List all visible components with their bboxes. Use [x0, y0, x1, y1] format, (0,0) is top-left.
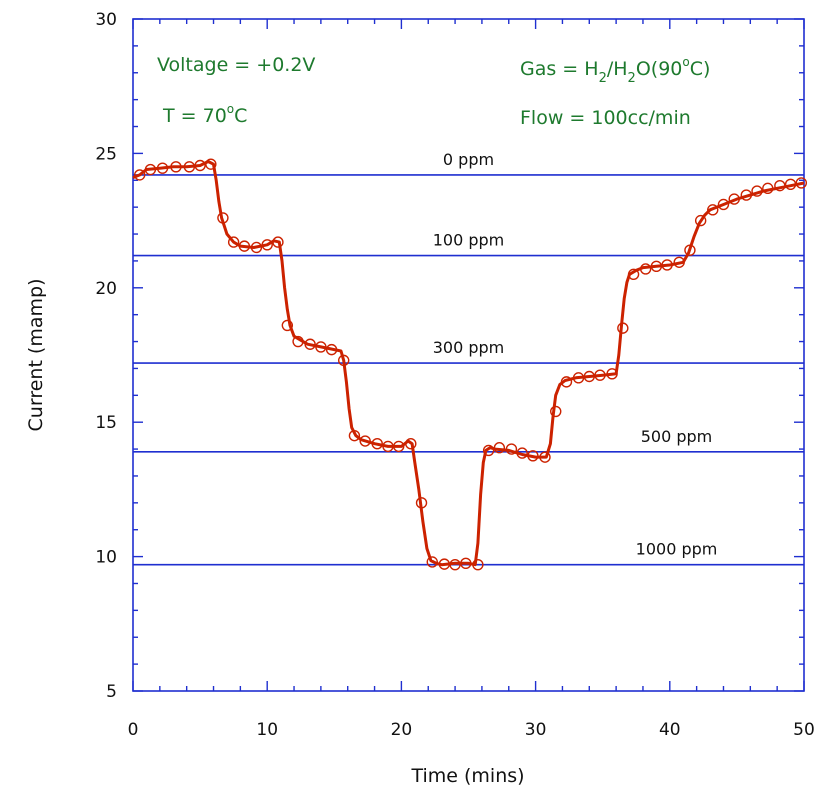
- x-tick-label: 10: [256, 720, 278, 740]
- data-point: [217, 212, 229, 224]
- data-point: [405, 438, 417, 450]
- data-point: [261, 239, 273, 251]
- data-point: [774, 179, 786, 192]
- y-tick-label: 5: [106, 682, 117, 702]
- data-point: [438, 558, 451, 570]
- series-line: [132, 160, 805, 567]
- data-point: [325, 343, 338, 356]
- data-point: [371, 438, 383, 450]
- data-point: [426, 556, 438, 568]
- gas-annotation: Gas = H2/H2O(90oC): [520, 55, 710, 86]
- data-point: [606, 368, 618, 380]
- reference-lines: [133, 174, 804, 566]
- data-point: [134, 169, 146, 181]
- data-point: [304, 338, 316, 350]
- flow-annotation: Flow = 100cc/min: [520, 107, 691, 129]
- x-tick-label: 40: [659, 720, 681, 740]
- axis-ticks: [132, 18, 805, 692]
- x-tick-label: 30: [525, 720, 547, 740]
- data-point: [751, 185, 763, 197]
- reference-line-label: 300 ppm: [433, 338, 505, 357]
- data-point: [382, 440, 394, 453]
- data-point: [238, 240, 251, 252]
- data-point: [728, 193, 740, 205]
- plot-frame: [132, 18, 805, 692]
- reference-line-label: 1000 ppm: [636, 540, 718, 559]
- temperature-annotation: T = 70oC: [162, 102, 247, 127]
- data-point: [516, 447, 528, 459]
- y-tick-label: 15: [95, 413, 117, 433]
- data-point: [205, 158, 217, 170]
- data-point: [795, 177, 808, 189]
- data-point: [594, 369, 606, 381]
- y-tick-label: 10: [95, 548, 117, 568]
- data-point: [460, 557, 472, 570]
- data-point: [717, 198, 730, 211]
- data-point: [673, 256, 685, 268]
- data-point: [784, 178, 797, 191]
- data-point: [281, 319, 294, 332]
- data-point: [617, 322, 629, 334]
- x-tick-label: 50: [793, 720, 815, 740]
- series-markers: [134, 158, 808, 571]
- data-point: [183, 161, 196, 173]
- data-point: [505, 443, 518, 455]
- data-point: [272, 236, 284, 248]
- reference-line-label: 0 ppm: [443, 150, 494, 169]
- data-point: [415, 497, 428, 509]
- reference-line-label: 500 ppm: [641, 427, 713, 446]
- data-point: [493, 442, 506, 454]
- data-point: [550, 405, 562, 418]
- y-tick-label: 30: [95, 10, 117, 30]
- data-point: [627, 268, 640, 281]
- data-point: [684, 244, 696, 256]
- tick-labels: 0 10 20 30 40 50 5 10 15 20 25 30: [95, 10, 814, 740]
- data-point: [639, 263, 652, 275]
- data-point: [560, 376, 573, 388]
- data-point: [194, 159, 206, 172]
- data-point: [583, 370, 595, 383]
- data-point: [393, 440, 405, 453]
- data-point: [472, 558, 484, 571]
- data-point: [482, 444, 495, 457]
- reference-line-label: 100 ppm: [433, 231, 505, 250]
- data-point: [337, 354, 350, 367]
- y-axis-title: Current (mamp): [25, 279, 47, 432]
- data-point: [762, 182, 774, 195]
- data-point: [250, 241, 263, 254]
- data-point: [449, 558, 461, 571]
- x-tick-label: 20: [391, 720, 413, 740]
- data-point: [315, 341, 327, 353]
- data-point: [144, 163, 157, 176]
- x-tick-label: 0: [128, 720, 139, 740]
- data-point: [707, 204, 719, 216]
- voltage-annotation: Voltage = +0.2V: [157, 54, 315, 76]
- data-point: [650, 260, 663, 272]
- y-tick-label: 25: [95, 144, 117, 164]
- data-point: [348, 429, 361, 442]
- data-point: [292, 335, 304, 348]
- data-point: [156, 162, 169, 174]
- x-axis-title: Time (mins): [410, 765, 524, 787]
- data-point: [694, 214, 707, 227]
- reference-labels: 0 ppm 100 ppm 300 ppm 500 ppm 1000 ppm: [433, 150, 718, 559]
- data-point: [527, 450, 539, 462]
- data-point: [572, 372, 585, 384]
- data-point: [170, 161, 182, 173]
- data-point: [539, 451, 551, 463]
- data-point: [359, 435, 371, 447]
- data-point: [661, 259, 673, 271]
- y-tick-label: 20: [95, 279, 117, 299]
- data-point: [227, 236, 240, 248]
- data-point: [740, 189, 752, 201]
